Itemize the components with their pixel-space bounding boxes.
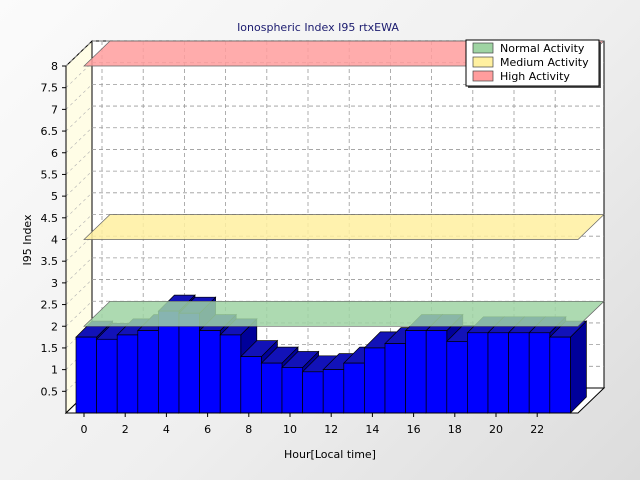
- y-tick-label: 7: [51, 103, 58, 116]
- y-tick-label: 3.5: [41, 255, 59, 268]
- y-tick-label: 0.5: [41, 385, 59, 398]
- bar-front: [219, 334, 242, 414]
- x-tick-label: 6: [204, 423, 211, 436]
- band-normal-activity: [83, 300, 605, 327]
- y-tick-label: 6: [51, 147, 58, 160]
- y-tick-label: 6.5: [41, 125, 59, 138]
- bar-front: [364, 347, 386, 414]
- y-tick-label: 5: [51, 190, 58, 203]
- gridline-wall: [65, 279, 93, 305]
- x-tick-label: 14: [365, 423, 379, 436]
- gridline-wall: [65, 105, 93, 132]
- legend-swatch: [472, 56, 494, 68]
- x-tick-label: 16: [407, 423, 421, 436]
- gridline-wall: [65, 149, 93, 175]
- gridline-wall: [65, 192, 93, 219]
- bar-front: [96, 338, 118, 414]
- band-slab: [83, 214, 605, 240]
- band-slab: [83, 300, 605, 327]
- gridline-wall: [65, 170, 93, 197]
- bar-front: [240, 356, 262, 414]
- x-tick-label: 20: [489, 423, 503, 436]
- bar-front: [549, 336, 571, 414]
- bar-front: [487, 332, 509, 414]
- bar-front: [281, 367, 303, 414]
- y-tick-label: 3: [51, 277, 58, 290]
- x-tick-label: 10: [283, 423, 297, 436]
- y-tick-label: 1: [51, 364, 58, 377]
- legend-swatch: [472, 70, 494, 82]
- gridline-wall: [65, 257, 93, 284]
- gridline-wall: [65, 127, 93, 153]
- bar-front: [322, 369, 345, 414]
- band-medium-activity: [83, 214, 605, 240]
- x-tick-label: 4: [163, 423, 170, 436]
- bar: [548, 320, 588, 414]
- x-tick-label: 22: [530, 423, 544, 436]
- gridline-wall: [65, 84, 93, 110]
- legend-label: High Activity: [500, 70, 570, 83]
- bar-front: [199, 330, 221, 414]
- bar-front: [405, 330, 427, 414]
- x-tick-label: 18: [448, 423, 462, 436]
- bar-front: [528, 332, 551, 414]
- bar-front: [302, 371, 324, 414]
- gridline-wall: [65, 40, 93, 67]
- bar-front: [137, 330, 159, 414]
- bar-front: [508, 332, 530, 414]
- chart-title: Ionospheric Index I95 rtxEWA: [237, 21, 399, 34]
- gridline-wall: [65, 214, 93, 240]
- y-tick-label: 4.5: [41, 212, 59, 225]
- x-tick-label: 2: [122, 423, 129, 436]
- bar-front: [384, 343, 406, 414]
- legend-swatch: [472, 42, 494, 54]
- y-tick-label: 2.5: [41, 299, 59, 312]
- y-tick-label: 7.5: [41, 82, 59, 95]
- x-tick-label: 0: [81, 423, 88, 436]
- bar-front: [446, 341, 468, 414]
- bar-front: [178, 312, 200, 414]
- gridline-wall: [65, 301, 93, 327]
- bar-front: [261, 362, 283, 414]
- y-axis-label: I95 Index: [21, 214, 34, 266]
- legend-label: Medium Activity: [500, 56, 589, 69]
- x-axis-label: Hour[Local time]: [284, 448, 376, 461]
- gridline-wall: [65, 235, 93, 262]
- bar-front: [116, 334, 139, 414]
- gridline-wall: [65, 62, 93, 88]
- axes-layer: 0.5 1 1.5 2 2.5 3 3.5 4 4.5 5 5.5 6 6.5 7 7.5 8 0 2 4 6 8 10 1…: [41, 60, 578, 436]
- y-tick-label: 2: [51, 320, 58, 333]
- bar-front: [75, 336, 97, 414]
- bar-front: [467, 332, 489, 414]
- y-tick-label: 1.5: [41, 342, 59, 355]
- x-tick-label: 8: [245, 423, 252, 436]
- y-tick-label: 5.5: [41, 168, 59, 181]
- y-tick-label: 8: [51, 60, 58, 73]
- legend-label: Normal Activity: [500, 42, 585, 55]
- y-tick-label: 4: [51, 234, 58, 247]
- bar-front: [343, 362, 365, 414]
- bar-front: [425, 330, 448, 414]
- x-tick-label: 12: [324, 423, 338, 436]
